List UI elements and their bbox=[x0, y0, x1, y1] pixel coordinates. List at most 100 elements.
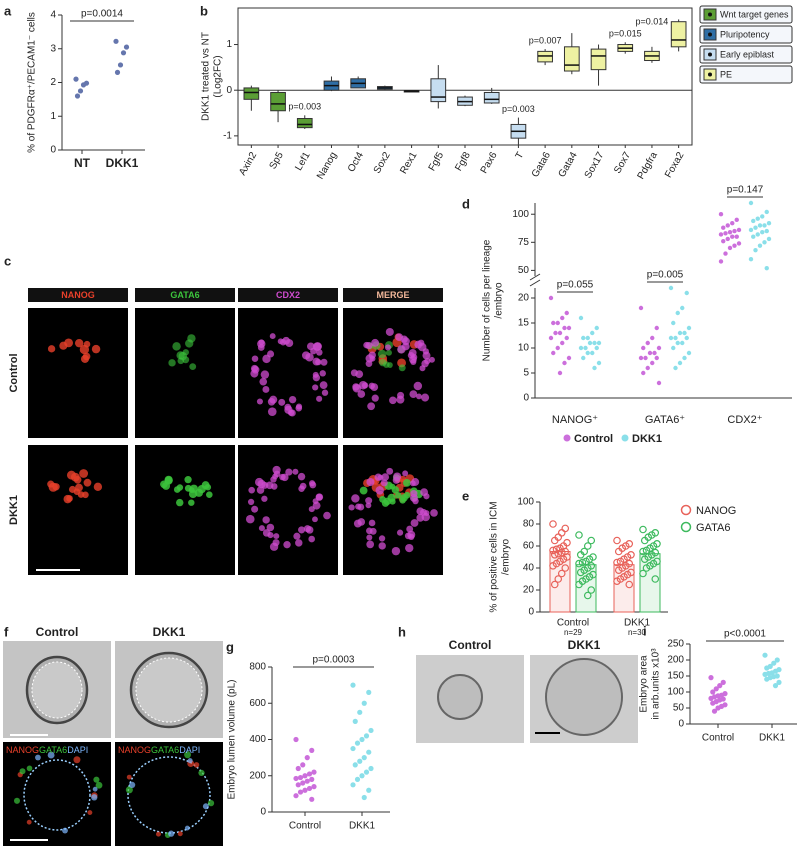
x-tick-label: Fgf5 bbox=[427, 150, 447, 173]
data-point bbox=[725, 236, 730, 242]
data-point bbox=[350, 782, 356, 788]
micrograph bbox=[135, 308, 235, 438]
y-tick-label: 100 bbox=[517, 497, 534, 508]
nucleus bbox=[385, 327, 394, 336]
data-point bbox=[668, 335, 674, 341]
data-point bbox=[721, 238, 726, 244]
y-axis-label: % of PDGFRα⁺/PECAM1⁻ cells bbox=[27, 12, 38, 153]
data-point bbox=[730, 234, 735, 239]
data-point bbox=[311, 784, 317, 790]
legend-dot bbox=[680, 521, 692, 533]
data-point bbox=[297, 789, 304, 795]
channel-header bbox=[238, 288, 338, 302]
data-point bbox=[581, 335, 586, 341]
data-point bbox=[753, 225, 758, 230]
data-point bbox=[309, 796, 315, 802]
x-tick-label: Foxa2 bbox=[663, 150, 687, 180]
nucleus bbox=[398, 364, 406, 372]
nucleus bbox=[366, 477, 375, 487]
y-tick-label: 75 bbox=[518, 237, 530, 248]
y-axis-label: Number of cells per lineage bbox=[482, 239, 493, 361]
data-point bbox=[656, 380, 662, 386]
nucleus bbox=[64, 338, 74, 348]
nucleus bbox=[401, 337, 410, 346]
data-point bbox=[582, 557, 590, 566]
data-point bbox=[575, 531, 583, 539]
data-point bbox=[671, 320, 676, 326]
nucleus bbox=[74, 483, 83, 492]
x-tick-note: n=29 bbox=[564, 628, 583, 637]
data-point bbox=[557, 330, 563, 336]
data-point bbox=[645, 340, 650, 346]
data-point bbox=[300, 780, 306, 786]
nucleus bbox=[255, 477, 264, 487]
x-tick-label: NT bbox=[74, 156, 91, 170]
data-point bbox=[566, 355, 572, 361]
y-axis-label: % of positive cells in ICM bbox=[489, 501, 500, 612]
data-point bbox=[757, 243, 763, 248]
nucleus bbox=[177, 831, 183, 837]
data-point bbox=[751, 218, 756, 224]
y-tick-label: 200 bbox=[249, 770, 266, 781]
data-point bbox=[720, 679, 726, 686]
data-point bbox=[297, 774, 304, 781]
data-point bbox=[723, 251, 728, 256]
data-point bbox=[352, 762, 358, 768]
y-axis-label: DKK1 treated vs NT bbox=[201, 32, 212, 121]
nucleus bbox=[361, 382, 369, 389]
p-value: p=0.015 bbox=[609, 29, 642, 39]
nucleus bbox=[47, 480, 55, 488]
box bbox=[430, 78, 447, 103]
x-tick-label: Sox2 bbox=[372, 150, 393, 176]
data-point bbox=[640, 536, 649, 545]
data-point bbox=[74, 93, 81, 99]
data-point bbox=[764, 228, 769, 234]
legend-label: NANOG bbox=[696, 505, 736, 517]
data-point bbox=[587, 536, 596, 545]
nucleus bbox=[429, 356, 435, 363]
data-point bbox=[557, 569, 566, 578]
nucleus bbox=[389, 396, 397, 405]
x-tick-label: Control bbox=[557, 618, 589, 629]
y-tick-label: 200 bbox=[667, 655, 684, 666]
channel-label: GATA6 bbox=[170, 290, 199, 300]
nucleus bbox=[377, 349, 387, 359]
nucleus bbox=[395, 333, 404, 342]
p-value: p=0.055 bbox=[557, 280, 594, 291]
x-tick-label: Control bbox=[289, 821, 321, 832]
nucleus bbox=[258, 525, 265, 532]
nucleus bbox=[35, 754, 41, 761]
data-point bbox=[590, 350, 595, 356]
data-point bbox=[564, 335, 569, 341]
nucleus bbox=[284, 405, 293, 415]
nucleus bbox=[87, 810, 93, 816]
data-point bbox=[764, 265, 769, 271]
nucleus bbox=[365, 497, 373, 505]
nucleus bbox=[295, 539, 303, 547]
data-point bbox=[562, 325, 567, 331]
nucleus bbox=[293, 532, 301, 540]
nucleus bbox=[79, 344, 90, 355]
panel-letter: g bbox=[226, 639, 234, 654]
y-axis-label: Embryo area bbox=[639, 655, 650, 713]
nucleus bbox=[262, 529, 271, 537]
nucleus bbox=[26, 765, 33, 772]
nucleus bbox=[168, 359, 176, 367]
nucleus bbox=[417, 339, 425, 347]
row-label: Control bbox=[8, 353, 20, 392]
nucleus bbox=[416, 393, 422, 400]
data-point bbox=[762, 652, 768, 658]
data-point bbox=[293, 736, 299, 743]
p-value: p=0.014 bbox=[636, 17, 669, 27]
x-tick-label: CDX2⁺ bbox=[727, 414, 762, 426]
data-point bbox=[350, 745, 356, 752]
nucleus bbox=[380, 479, 388, 487]
nucleus bbox=[323, 511, 331, 520]
data-point bbox=[120, 50, 127, 56]
nucleus bbox=[309, 480, 316, 487]
data-point bbox=[753, 247, 758, 253]
data-point bbox=[766, 221, 772, 226]
nucleus bbox=[260, 370, 270, 379]
nucleus bbox=[198, 769, 205, 777]
